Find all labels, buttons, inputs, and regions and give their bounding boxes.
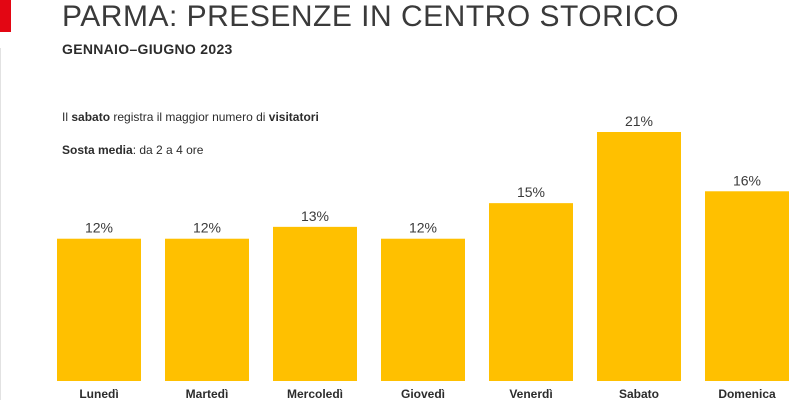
note-text: : da 2 a 4 ore: [132, 143, 204, 157]
category-label: Lunedì: [79, 387, 118, 400]
note-average-stay: Sosta media: da 2 a 4 ore: [62, 142, 203, 158]
category-label: Sabato: [619, 387, 659, 400]
page-title: PARMA: PRESENZE IN CENTRO STORICO: [62, 0, 680, 33]
note-saturday: Il sabato registra il maggior numero di …: [62, 109, 319, 125]
bar-giovedì: [381, 238, 465, 381]
note-bold-visitors: visitatori: [268, 110, 319, 124]
page-subtitle: GENNAIO–GIUGNO 2023: [62, 41, 233, 57]
category-label: Domenica: [718, 387, 776, 400]
data-label: 12%: [193, 220, 221, 236]
note-text: registra il maggior numero di: [110, 110, 269, 124]
category-label: Mercoledì: [287, 387, 343, 400]
bar-martedì: [165, 238, 249, 381]
red-accent-bar: [0, 0, 11, 32]
bar-mercoledì: [273, 226, 357, 381]
bar-venerdì: [489, 203, 573, 381]
note-text: Il: [62, 110, 72, 124]
bar-sabato: [597, 132, 681, 381]
left-border-line: [0, 48, 1, 400]
data-label: 15%: [517, 184, 545, 200]
bar-lunedì: [57, 238, 141, 381]
data-label: 13%: [301, 208, 329, 224]
category-label: Martedì: [186, 387, 229, 400]
data-label: 12%: [85, 220, 113, 236]
category-label: Giovedì: [401, 387, 445, 400]
note-bold-average-stay: Sosta media: [62, 143, 133, 157]
category-label: Venerdì: [509, 387, 552, 400]
data-label: 16%: [733, 172, 761, 188]
note-bold-saturday: sabato: [71, 110, 111, 124]
data-label: 21%: [625, 113, 653, 129]
data-label: 12%: [409, 220, 437, 236]
bar-domenica: [705, 191, 789, 381]
